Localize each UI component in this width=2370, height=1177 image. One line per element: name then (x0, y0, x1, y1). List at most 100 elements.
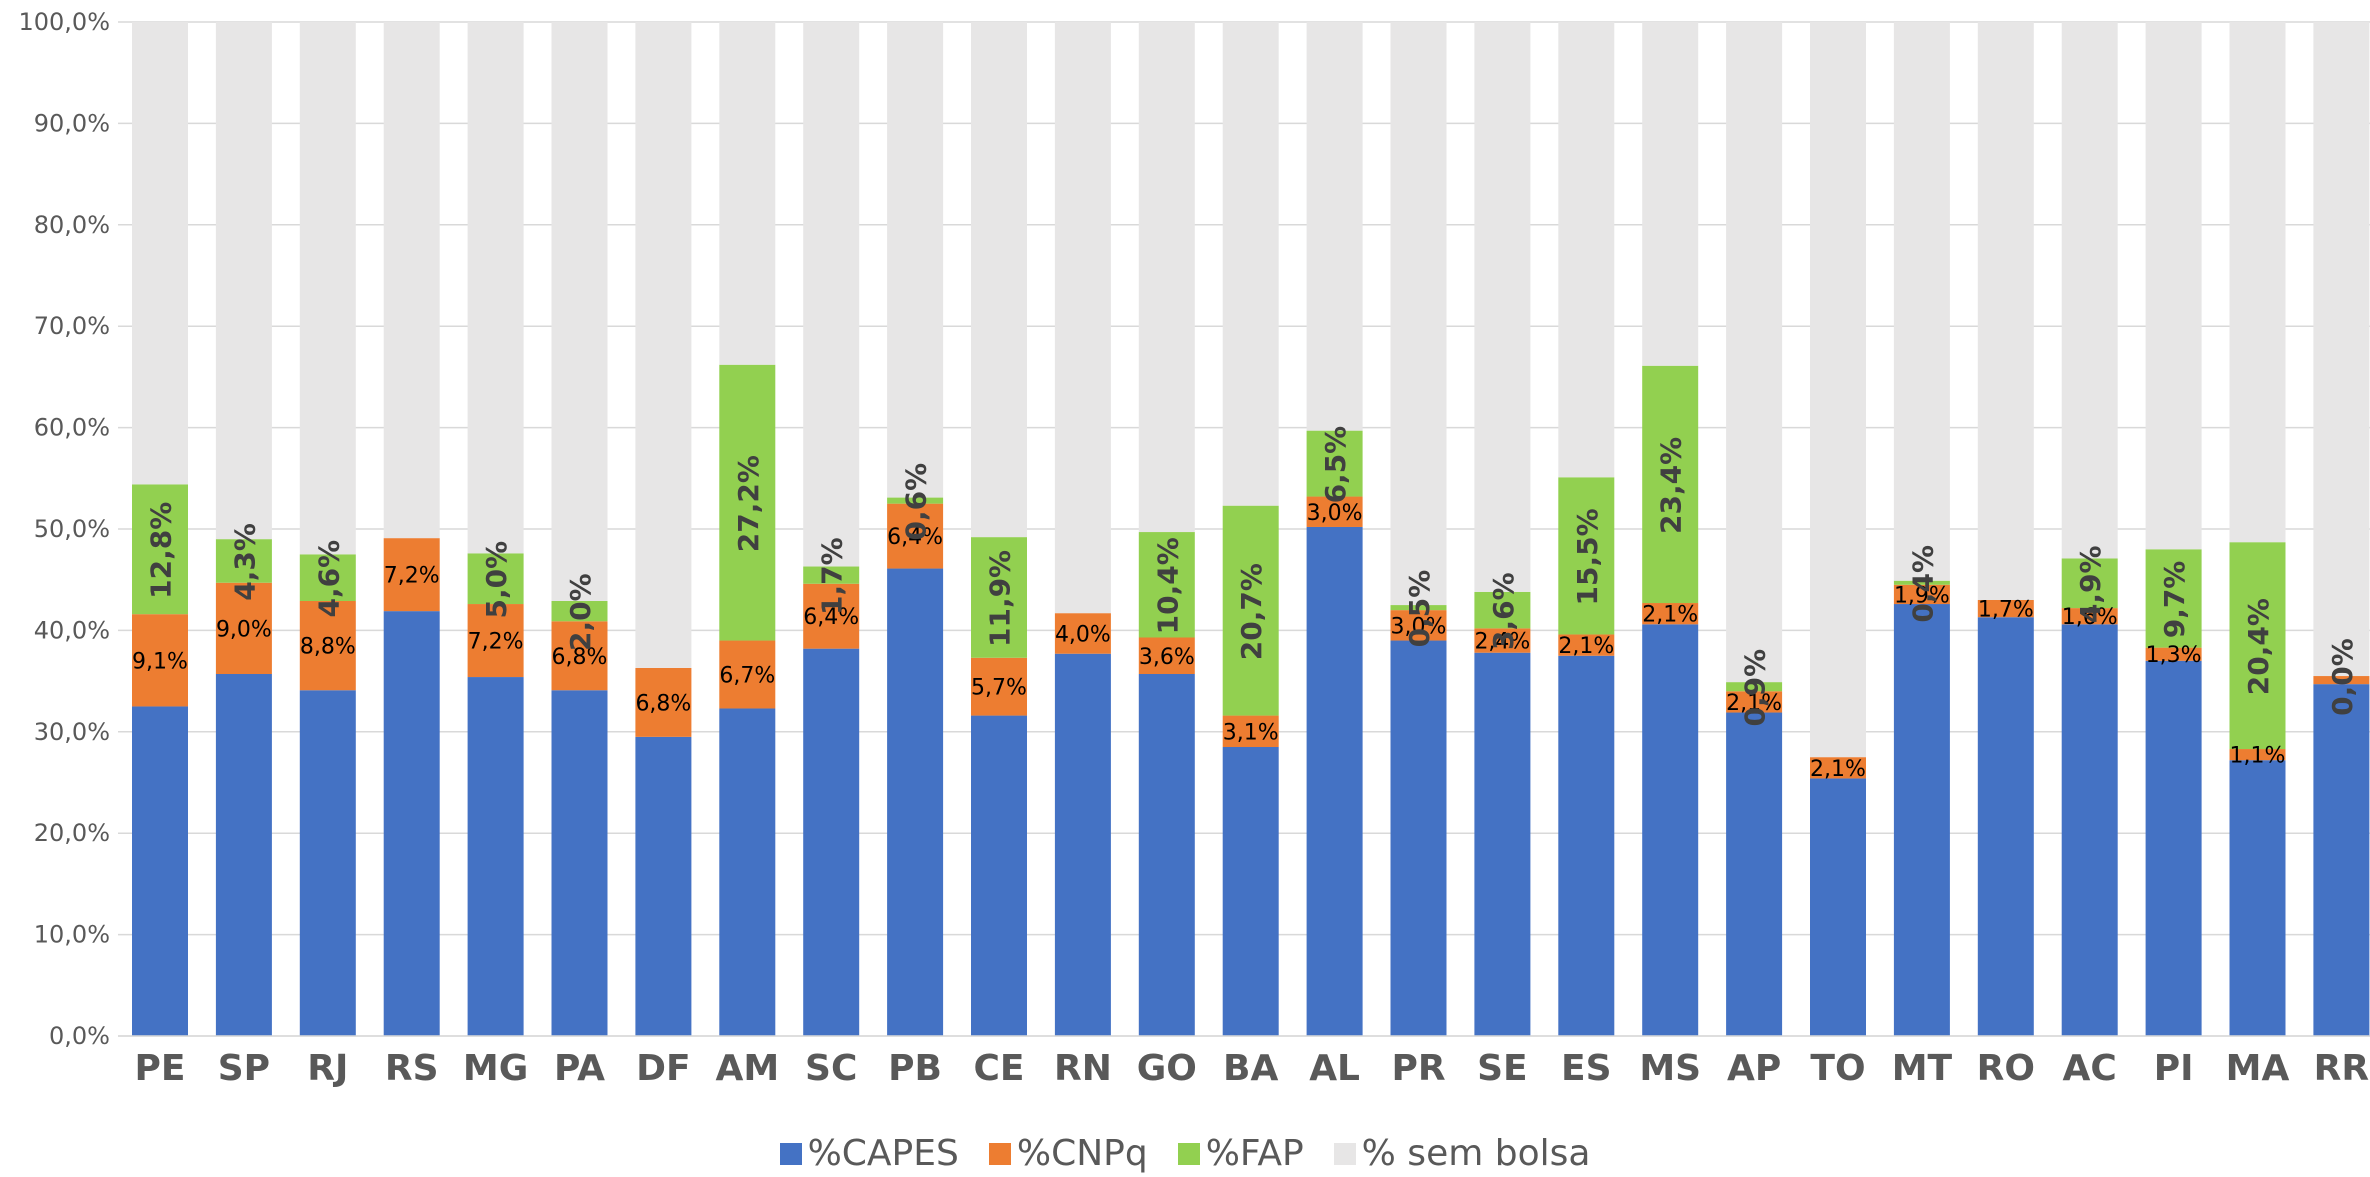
legend-label: %CNPq (1016, 1133, 1148, 1174)
x-tick-label: RS (385, 1048, 439, 1089)
x-tick-label: BA (1223, 1048, 1278, 1089)
data-label: 9,0% (216, 617, 272, 642)
bar-segment (719, 708, 776, 1036)
y-tick-label: 60,0% (34, 414, 110, 442)
data-label: 4,6% (312, 540, 345, 618)
bar-segment (1893, 604, 1950, 1036)
bar-segment (1474, 591, 1531, 629)
bar-segment (2145, 22, 2202, 550)
data-label: 2,1% (1642, 603, 1698, 628)
bar-segment (1306, 526, 1363, 1036)
x-tick-label: PA (554, 1048, 605, 1089)
bar-segment (635, 22, 692, 668)
bar-segment (1810, 757, 1866, 779)
data-label: 3,0% (1391, 614, 1447, 639)
bar-segment (1977, 22, 2034, 600)
bar-segment (215, 539, 272, 583)
bar-segment (971, 715, 1027, 1036)
bar-segment (1977, 599, 2034, 618)
bar-segment (1222, 22, 1279, 506)
bar-segment (971, 537, 1027, 658)
data-label: 1,1% (2230, 744, 2286, 769)
bar-segment (551, 22, 608, 601)
bar-segment (1138, 674, 1195, 1036)
x-tick-label: PR (1391, 1048, 1445, 1089)
bar-segment (551, 690, 608, 1036)
y-tick-label: 20,0% (34, 819, 110, 847)
data-label: 0,6% (900, 463, 933, 541)
data-label: 5,0% (480, 541, 513, 619)
y-tick-label: 80,0% (34, 211, 110, 239)
bar-segment (1977, 617, 2034, 1036)
bar-segment (1642, 22, 1699, 366)
bar-segment (1054, 22, 1111, 614)
bar-segment (1138, 532, 1195, 638)
data-label: 4,0% (1055, 622, 1111, 647)
x-tick-label: RN (1054, 1048, 1112, 1089)
x-tick-label: TO (1810, 1048, 1865, 1089)
bar-segment (887, 503, 944, 569)
data-label: 10,4% (1151, 537, 1184, 634)
bar-segment (299, 22, 356, 555)
bar-segment (1306, 22, 1363, 431)
x-tick-label: RJ (307, 1048, 348, 1089)
bar-segment (719, 364, 776, 641)
bar-segment (383, 22, 440, 539)
bar-segment (1558, 655, 1615, 1036)
data-label: 15,5% (1571, 508, 1604, 605)
bars (132, 22, 2370, 1036)
data-label: 5,7% (971, 676, 1027, 701)
data-label: 1,7% (816, 537, 849, 615)
bar-segment (1893, 584, 1950, 605)
data-label: 7,2% (384, 564, 440, 589)
bar-segment (1138, 637, 1195, 675)
bar-segment (971, 22, 1027, 538)
data-label: 9,7% (2158, 561, 2191, 639)
bar-segment (383, 538, 440, 612)
x-tick-label: MS (1639, 1048, 1701, 1089)
bar-segment (887, 568, 944, 1036)
legend-swatch (1333, 1142, 1356, 1165)
bar-segment (803, 583, 860, 649)
data-label: 7,2% (468, 630, 524, 655)
data-label: 0,5% (1403, 570, 1436, 648)
legend-swatch (988, 1142, 1011, 1165)
x-tick-label: SE (1477, 1048, 1528, 1089)
x-tick-label: GO (1137, 1048, 1197, 1089)
data-label: 20,4% (2242, 598, 2275, 695)
data-labels: 9,1% 12,8% 9,0% 4,3% 8,8% 4,6% 7,2% 7,2% 5,0% 6,8… (132, 426, 2359, 782)
data-label: 2,1% (1558, 634, 1614, 659)
bar-segment (1222, 505, 1279, 716)
bar-segment (803, 566, 860, 584)
data-label: 1,6% (2062, 605, 2118, 630)
data-label: 6,7% (719, 664, 775, 689)
bar-segment (1474, 628, 1531, 653)
bar-segment (1642, 603, 1699, 625)
bar-segment (1726, 682, 1783, 692)
bar-segment (1474, 652, 1531, 1036)
data-label: 9,1% (132, 649, 188, 674)
data-label: 2,1% (1810, 757, 1866, 782)
bar-segment (1726, 22, 1783, 683)
bar-segment (2061, 624, 2118, 1036)
bar-segment (971, 657, 1027, 716)
x-tick-label: CE (973, 1048, 1024, 1089)
data-label: 27,2% (732, 455, 765, 552)
data-label: 2,1% (1726, 691, 1782, 716)
x-tick-label: AP (1727, 1048, 1781, 1089)
x-tick-label: SP (218, 1048, 270, 1089)
legend-label: % sem bolsa (1361, 1133, 1591, 1174)
bar-segment (132, 706, 188, 1036)
y-tick-label: 40,0% (34, 616, 110, 644)
bar-segment (1390, 610, 1447, 641)
y-tick-label: 10,0% (34, 921, 110, 949)
data-label: 3,6% (1487, 572, 1520, 650)
x-tick-label: RR (2314, 1048, 2369, 1089)
bar-segment (551, 600, 608, 622)
bar-segment (1222, 747, 1279, 1036)
bar-segment (803, 22, 860, 567)
bar-segment (299, 554, 356, 601)
y-tick-label: 100,0% (18, 8, 110, 36)
x-tick-label: MG (463, 1048, 528, 1089)
bar-segment (1390, 605, 1447, 611)
